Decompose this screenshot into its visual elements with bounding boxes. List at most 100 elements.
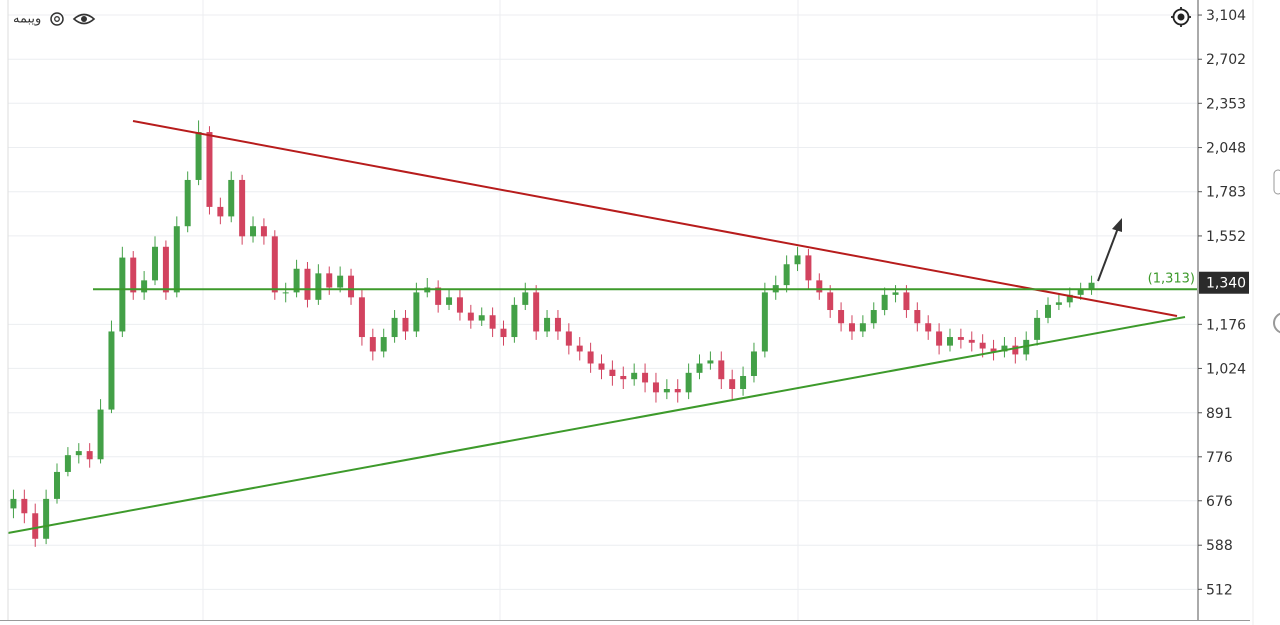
candle-body [446,297,453,305]
candle-body [1045,304,1051,318]
candle-body [293,268,300,293]
candle-body [43,498,50,539]
side-button[interactable] [1273,312,1280,334]
resistance-trendline [132,120,1178,317]
candle-body [75,451,82,456]
candle-body [838,310,845,324]
candle-body [1012,345,1019,355]
candle-body [152,246,159,281]
candle-body [968,339,975,343]
y-tick-label: 1,552 [1206,229,1246,245]
crosshair-icon[interactable] [1171,7,1191,27]
support-trendline [7,316,1186,534]
candle-body [979,342,986,349]
candle-body [565,331,572,346]
candle-body [239,179,246,237]
candle-body [783,264,790,286]
candle-body [533,292,540,332]
candle-body [598,363,605,370]
candle-body [816,280,823,293]
candle-body [576,345,583,352]
candle-body [957,337,964,340]
y-tick-label: 676 [1206,494,1233,510]
y-tick-label: 776 [1206,450,1233,466]
candle-body [696,363,703,373]
candle-body [1034,317,1041,340]
candle-body [761,292,768,352]
y-tick-label: 588 [1206,538,1233,554]
candle-body [870,310,877,324]
candle-body [250,226,257,237]
side-handle[interactable] [1273,169,1280,195]
candle-body [554,317,561,332]
candle-body [805,255,812,281]
candle-body [544,317,551,332]
candle-body [162,246,169,293]
candle-body [21,498,28,514]
candle-body [1001,345,1008,352]
y-tick-label: 1,176 [1206,317,1246,333]
candle-body [326,273,333,288]
candle-body [337,275,344,288]
candle-body [642,372,649,383]
candle-body [130,257,137,293]
level-label: (1,313) [1148,272,1195,287]
last-price-label: 1,340 [1206,276,1246,292]
candle-body [750,351,757,376]
candle-body [478,315,485,321]
candle-body [173,226,180,293]
candle-body [119,257,126,332]
candle-body [859,323,866,332]
candle-body [348,275,355,298]
candle-body [522,292,529,305]
y-tick-label: 891 [1206,406,1233,422]
candle-body [631,372,638,380]
candle-body [794,255,801,265]
candle-body [587,351,594,364]
candle-body [1088,282,1095,290]
candle-body [663,388,670,393]
y-tick-label: 2,702 [1206,52,1246,68]
arrow [1097,227,1119,282]
y-tick-label: 2,048 [1206,141,1246,157]
candle-body [86,451,93,460]
candle-body [881,294,888,311]
candle-body [413,292,420,332]
y-tick-label: 3,104 [1206,8,1246,24]
candle-body [380,337,387,352]
candle-body [1077,289,1084,295]
candle-body [282,292,289,294]
last-price-tag [1199,271,1249,294]
candle-body [1066,294,1073,303]
candle-body [217,206,224,217]
candle-body [64,455,71,472]
candle-body [435,287,442,305]
candle-body [304,268,311,300]
candle-body [652,382,659,393]
candle-body [848,323,855,332]
symbol-title: ویبمه [13,12,41,27]
candle-body [740,375,747,389]
y-tick-label: 1,783 [1206,185,1246,201]
candle-body [729,379,736,389]
candle-body [609,369,616,376]
candle-body [718,360,725,380]
visibility-icon[interactable] [72,13,96,25]
candle-body [707,360,714,364]
overlay: (1,313) [93,272,1197,291]
candle-body [903,292,910,311]
candle-body [206,132,213,207]
candle-body [315,273,322,300]
candle-body [467,312,474,321]
candle-body [32,513,39,539]
candle-body [892,292,899,295]
candle-body [108,331,115,410]
candle-body [228,179,235,217]
candle-body [489,315,496,329]
settings-icon[interactable] [50,12,64,26]
candle-body [500,328,507,338]
candle-body [54,471,60,499]
y-tick-label: 1,024 [1206,361,1246,377]
